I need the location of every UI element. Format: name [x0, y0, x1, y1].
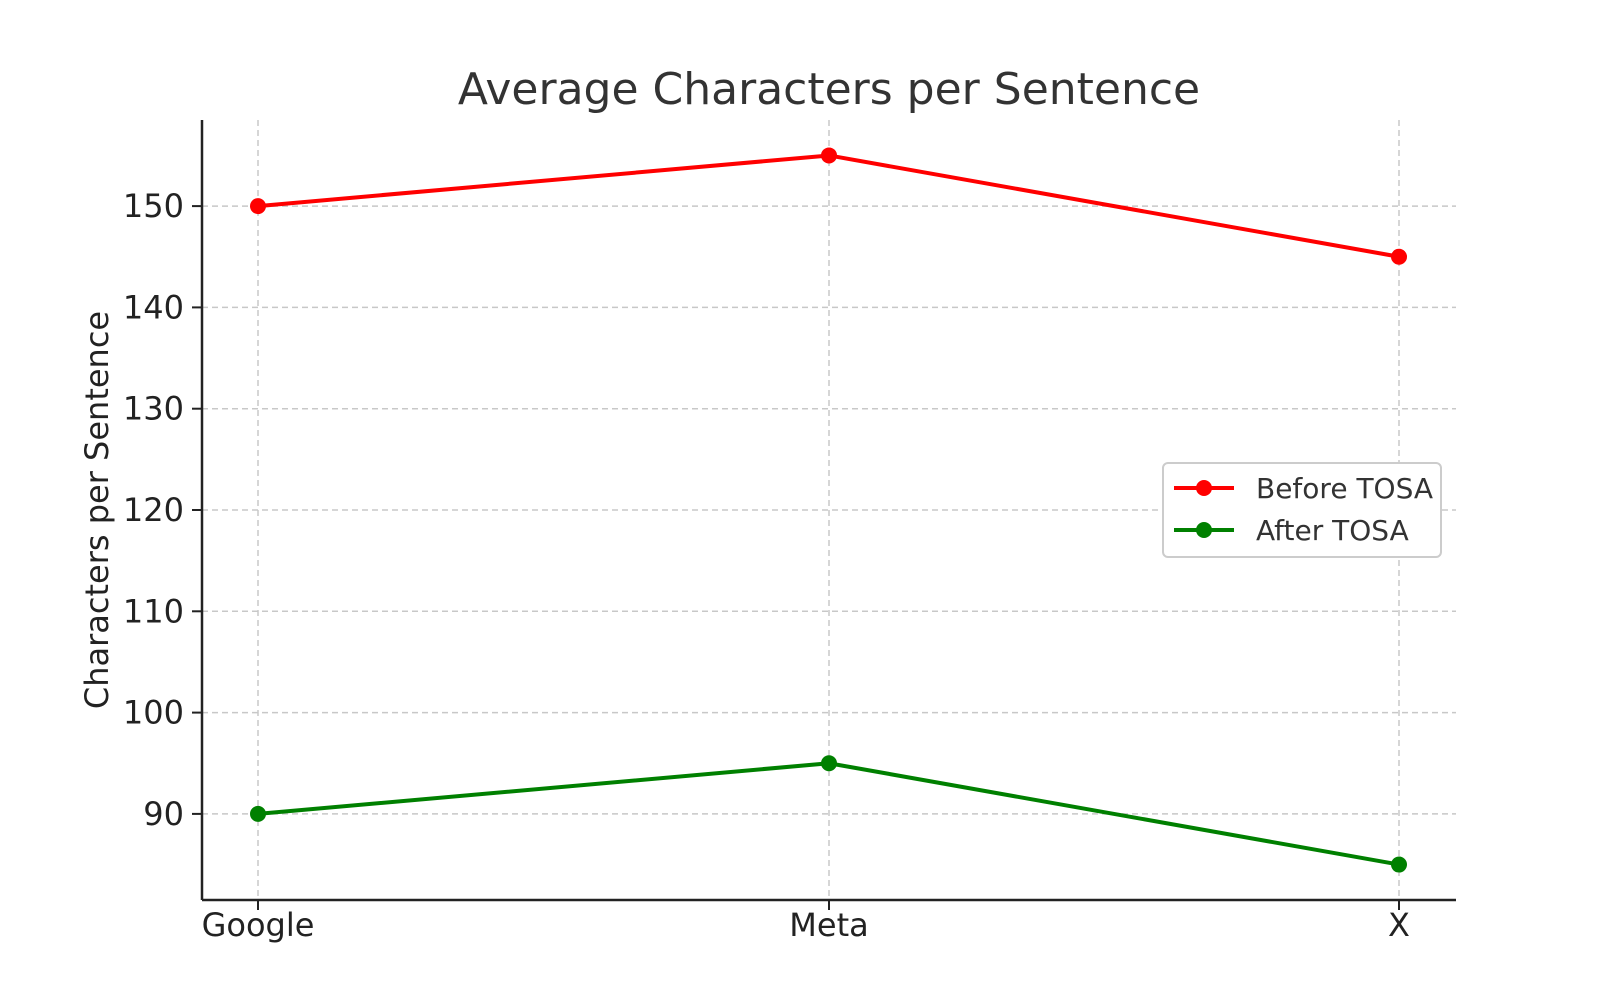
legend-entries: Before TOSA After TOSA [1174, 472, 1433, 547]
y-tick-label: 140 [123, 288, 184, 326]
legend-label-after-tosa: After TOSA [1256, 514, 1409, 547]
data-point-before-tosa [250, 198, 266, 215]
y-tick-label: 110 [123, 592, 184, 630]
data-point-after-tosa [821, 755, 837, 772]
data-point-after-tosa [250, 805, 266, 822]
legend-marker-after-tosa [1196, 522, 1212, 538]
series-layer [250, 147, 1407, 873]
y-tick-label: 90 [143, 795, 184, 833]
y-tick-label: 130 [123, 390, 184, 428]
y-axis-label: Characters per Sentence [78, 311, 116, 709]
legend-label-before-tosa: Before TOSA [1256, 472, 1433, 505]
x-tick-label: X [1388, 906, 1410, 944]
legend: Before TOSA After TOSA [1162, 462, 1442, 558]
legend-marker-before-tosa [1196, 480, 1212, 496]
x-tick-label: Meta [789, 906, 868, 944]
data-point-before-tosa [1391, 248, 1407, 265]
y-tick-label: 120 [123, 491, 184, 529]
data-point-before-tosa [821, 147, 837, 164]
data-point-after-tosa [1391, 856, 1407, 873]
y-tick-label: 150 [123, 187, 184, 225]
chart-title: Average Characters per Sentence [458, 64, 1200, 115]
ticks: 90 100 110 120 130 140 150 Google Meta X [123, 187, 1410, 944]
x-tick-label: Google [202, 906, 315, 944]
y-tick-label: 100 [123, 694, 184, 732]
